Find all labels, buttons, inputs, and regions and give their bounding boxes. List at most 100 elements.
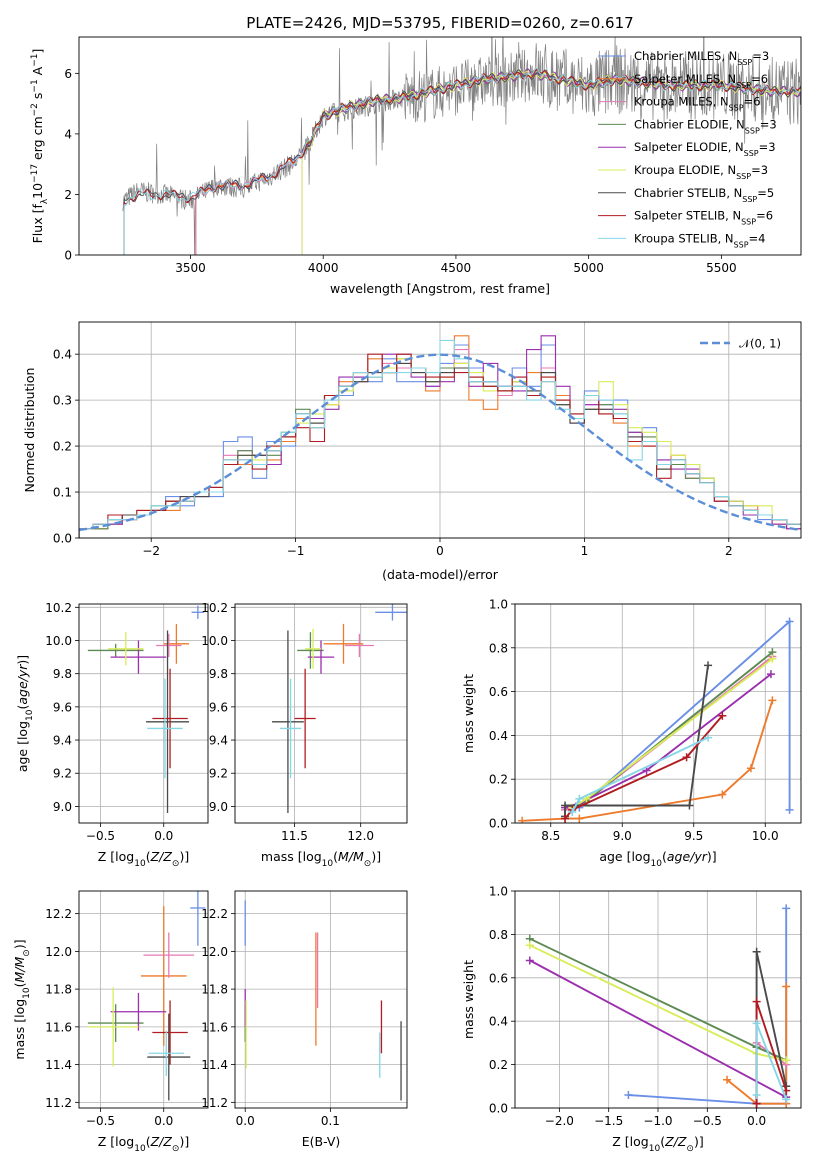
x-tick-label: −0.5 [86, 1114, 115, 1128]
label-part: ⊙ [364, 859, 372, 869]
y-tick-label: 0.2 [489, 773, 508, 787]
y-tick-label: 1.0 [489, 885, 508, 899]
panel-age_vs_mass: 11.5 12.0 9.0 9.2 9.4 9.6 9.8 10.0 10.2 mass [log… [201, 601, 408, 869]
y-tick-label: 0.0 [53, 532, 72, 546]
label-part: M/M [338, 849, 364, 864]
y-tick-label: 2 [64, 188, 72, 202]
y-tick-label: 9.2 [209, 767, 228, 781]
panel-cumulative_mass_weight_vs_age: 8.5 9.0 9.5 10.0 0.0 0.2 0.4 0.6 0.8 1.0 age [log1… [461, 598, 802, 869]
label-part: ( [146, 849, 151, 864]
label-part: 10 [25, 709, 35, 721]
legend-sub: SSP [744, 149, 759, 158]
y-tick-label: 9.6 [209, 700, 228, 714]
y-tick-label: 10.2 [201, 601, 228, 615]
legend-value: =4 [749, 231, 766, 245]
data-point-marker [766, 670, 775, 679]
axes-frame [514, 603, 802, 824]
label-part: Z/Z [664, 1134, 687, 1149]
label-part: Z [log [98, 849, 134, 864]
plot-area-age_vs_mass [272, 604, 407, 814]
x-tick-label: −1.5 [594, 1114, 623, 1128]
label-part: ( [662, 849, 667, 864]
legend-label: Kroupa MILES, NSSP=6 [634, 95, 760, 113]
label-part: Normed distribution [22, 368, 37, 493]
x-axis-label: age [log10(age/yr)] [599, 849, 716, 869]
plot-area-age_vs_metallicity [87, 605, 205, 814]
y-axis-label: Normed distribution [22, 368, 37, 493]
x-tick-label: 3500 [175, 261, 206, 275]
label-part: 10 [322, 859, 334, 869]
legend-text: Salpeter ELODIE, N [634, 140, 744, 154]
y-tick-label: 11.2 [201, 1096, 228, 1110]
legend-sub: SSP [734, 240, 749, 249]
label-part: 10 [134, 859, 146, 869]
series-line [564, 665, 709, 817]
y-tick-label: 0.8 [489, 641, 508, 655]
label-part: ⊙ [22, 949, 32, 957]
data-point-marker [752, 997, 761, 1006]
series-line [564, 715, 724, 820]
legend-label: Chabrier STELIB, NSSP=5 [634, 186, 774, 204]
y-tick-label: 12.0 [201, 945, 228, 959]
data-point-marker [768, 696, 777, 705]
label-part: mass weight [461, 960, 476, 1039]
y-tick-label: 9.0 [53, 800, 72, 814]
y-tick-label: 0.0 [489, 1102, 508, 1116]
label-part: erg cm [30, 116, 45, 164]
axes-frame [78, 890, 209, 1109]
label-part: (data-model)/error [382, 567, 499, 582]
label-part: Z [log [612, 1134, 648, 1149]
plot-area-cumulative_mass_weight_vs_age [518, 617, 794, 823]
y-tick-label: 0.0 [489, 817, 508, 831]
legend-sub: SSP [745, 126, 760, 135]
data-point-marker [718, 711, 727, 720]
series-line [755, 951, 788, 1104]
data-point-marker [561, 801, 570, 810]
axes-frame [78, 603, 209, 824]
y-tick-label: 11.6 [45, 1020, 72, 1034]
label-part: Z [log [98, 1134, 134, 1149]
y-tick-label: 4 [64, 127, 72, 141]
y-tick-label: 6 [64, 67, 72, 81]
label-part: )] [179, 1134, 189, 1149]
y-tick-label: 0.1 [53, 486, 72, 500]
label-part: M/M [12, 956, 27, 982]
y-axis-label: age [log10(age/yr)] [15, 655, 35, 772]
legend-text: Chabrier STELIB, N [634, 186, 742, 200]
y-tick-label: 12.0 [45, 945, 72, 959]
plot-area-cumulative_mass_weight_vs_metallicity [525, 904, 791, 1108]
label-part: )] [15, 655, 30, 665]
label-part: wavelength [Angstrom, rest frame] [330, 281, 550, 296]
x-tick-label: 5000 [573, 261, 604, 275]
data-point-marker [575, 794, 584, 803]
data-point-marker [704, 661, 713, 670]
model-line [123, 68, 801, 255]
y-tick-label: 0.2 [489, 1058, 508, 1072]
y-tick-label: 9.8 [209, 667, 228, 681]
label-part: Z/Z [150, 1134, 173, 1149]
axes-frame [78, 36, 802, 256]
x-tick-label: 12.0 [347, 829, 374, 843]
panel-mass_vs_metallicity: −0.5 0.011.211.411.611.812.012.2Z [log10(… [12, 890, 209, 1154]
y-tick-label: 11.4 [201, 1058, 228, 1072]
legend-label: Kroupa ELODIE, NSSP=3 [634, 163, 768, 181]
legend-label: Salpeter ELODIE, NSSP=3 [634, 140, 776, 158]
y-tick-label: 9.4 [53, 734, 72, 748]
panel-residuals: −2 −1 0 1 2 0.0 0.1 0.2 0.3 0.4 𝒩(0, 1) (data-model… [22, 321, 802, 582]
label-part: age [log [15, 721, 30, 772]
axes-frame [234, 890, 408, 1109]
data-point-marker [746, 764, 755, 773]
legend-value: =6 [756, 209, 773, 223]
series-line [529, 959, 787, 1099]
gaussian-curve [79, 353, 801, 532]
y-axis-label: mass weight [461, 960, 476, 1039]
legend-text: Salpeter STELIB, N [634, 209, 741, 223]
legend-value: =3 [752, 49, 769, 63]
data-point-marker [782, 904, 791, 913]
x-tick-label: 1 [581, 544, 589, 558]
legend-value: =6 [744, 95, 761, 109]
data-point-marker [752, 947, 761, 956]
x-tick-label: 4500 [441, 261, 472, 275]
data-point-marker [718, 790, 727, 799]
y-tick-label: 11.2 [45, 1096, 72, 1110]
